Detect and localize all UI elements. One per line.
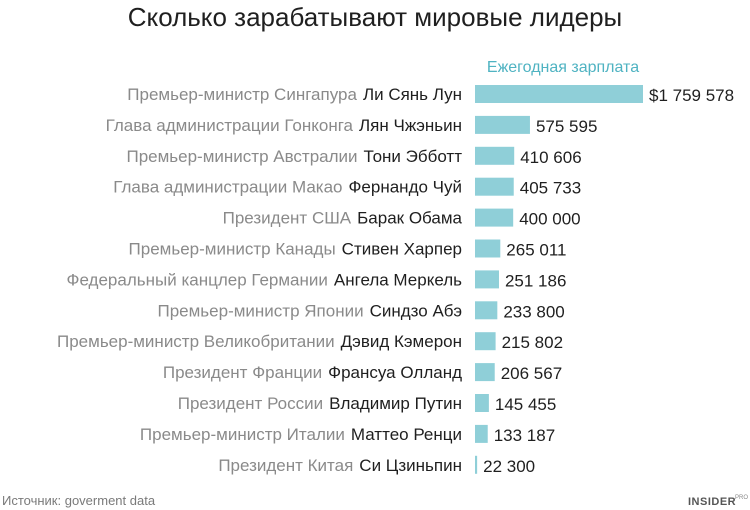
salary-bar	[475, 301, 498, 320]
leader-name: Тони Эбботт	[364, 147, 463, 166]
chart-rows: Ли Сянь Лун Премьер-министр Сингапура $1 7…	[57, 85, 734, 476]
salary-bar	[475, 424, 488, 443]
brand-superscript: PRO	[735, 495, 748, 501]
leader-name: Франсуа Олланд	[328, 363, 462, 382]
brand-name: INSIDER	[688, 496, 736, 508]
leader-name: Ли Сянь Лун	[363, 85, 462, 104]
salary-bar	[475, 239, 501, 258]
chart-row: Франсуа Олланд Президент Франции 206 567	[163, 363, 562, 383]
leader-name: Лян Чжэньин	[359, 116, 462, 135]
leader-role: Федеральный канцлер Германии	[67, 270, 328, 289]
salary-bar	[475, 394, 489, 412]
salary-bar	[475, 115, 530, 134]
leader-name: Фернандо Чуй	[349, 178, 463, 197]
chart-title: Сколько зарабатывают мировые лидеры	[128, 2, 623, 32]
leader-name: Барак Обама	[357, 209, 462, 228]
leader-role: Глава администрации Макао	[113, 178, 342, 197]
chart-row: Ли Сянь Лун Премьер-министр Сингапура $1 7…	[127, 85, 734, 105]
salary-bar	[475, 332, 496, 351]
salary-value-label: 22 300	[483, 457, 535, 476]
salary-bar	[475, 85, 643, 103]
chart-row: Дэвид Кэмерон Премьер-министр Великобрита…	[57, 332, 563, 352]
leader-name: Синдзо Абэ	[370, 301, 462, 320]
salary-bar	[475, 270, 499, 289]
chart-row: Ангела Меркель Федеральный канцлер Герман…	[67, 270, 566, 290]
salary-value-label: 400 000	[519, 210, 580, 229]
leader-role: Президент США	[223, 209, 352, 228]
brand-logo: INSIDER PRO	[688, 495, 748, 508]
chart-row: Маттео Ренци Премьер-министр Италии 133 18…	[140, 424, 555, 445]
salary-value-label: $1 759 578	[649, 86, 734, 105]
salary-bar	[475, 363, 495, 382]
salary-value-label: 133 187	[494, 426, 555, 445]
source-note: Источник: goverment data	[2, 493, 156, 508]
salary-value-label: 265 011	[506, 241, 566, 260]
leader-role: Глава администрации Гонконга	[106, 116, 354, 135]
leader-role: Премьер-министр Италии	[140, 425, 345, 444]
chart-row: Владимир Путин Президент России 145 455	[178, 394, 556, 414]
salary-value-label: 575 595	[536, 117, 597, 136]
column-header: Ежегодная зарплата	[487, 59, 639, 76]
chart-row: Тони Эбботт Премьер-министр Австралии 410 …	[126, 146, 582, 167]
salary-bar	[475, 146, 515, 165]
chart-row: Лян Чжэньин Глава администрации Гонконга 5…	[106, 116, 598, 136]
leader-name: Си Цзиньпин	[359, 456, 462, 475]
salary-bar	[475, 177, 514, 196]
leader-role: Премьер-министр Австралии	[126, 147, 357, 166]
leader-role: Президент Франции	[163, 363, 322, 382]
leader-name: Владимир Путин	[329, 394, 462, 413]
chart-row: Стивен Харпер Премьер-министр Канады 265 0…	[129, 239, 567, 260]
leader-role: Премьер-министр Сингапура	[127, 85, 357, 104]
leader-name: Дэвид Кэмерон	[341, 332, 462, 351]
leader-name: Маттео Ренци	[351, 425, 462, 444]
salary-value-label: 145 455	[495, 395, 556, 414]
salary-bar	[475, 455, 478, 474]
leader-role: Премьер-министр Великобритании	[57, 332, 335, 351]
salary-value-label: 251 186	[505, 271, 566, 290]
chart-row: Фернандо Чуй Глава администрации Макао 405…	[113, 177, 581, 198]
salary-value-label: 410 606	[520, 148, 581, 167]
leader-role: Премьер-министр Канады	[129, 240, 336, 259]
salary-bar	[475, 208, 514, 227]
chart-row: Синдзо Абэ Премьер-министр Японии 233 800	[157, 301, 565, 321]
leader-role: Премьер-министр Японии	[157, 301, 363, 320]
leader-role: Президент России	[178, 394, 323, 413]
salary-value-label: 405 733	[520, 179, 581, 198]
leader-name: Стивен Харпер	[342, 240, 462, 259]
leader-name: Ангела Меркель	[334, 270, 462, 289]
salary-value-label: 206 567	[501, 364, 562, 383]
chart-row: Си Цзиньпин Президент Китая 22 300	[218, 455, 535, 476]
leader-role: Президент Китая	[218, 456, 353, 475]
salary-value-label: 233 800	[503, 302, 564, 321]
chart-row: Барак Обама Президент США 400 000	[223, 208, 581, 229]
salary-value-label: 215 802	[502, 333, 563, 352]
